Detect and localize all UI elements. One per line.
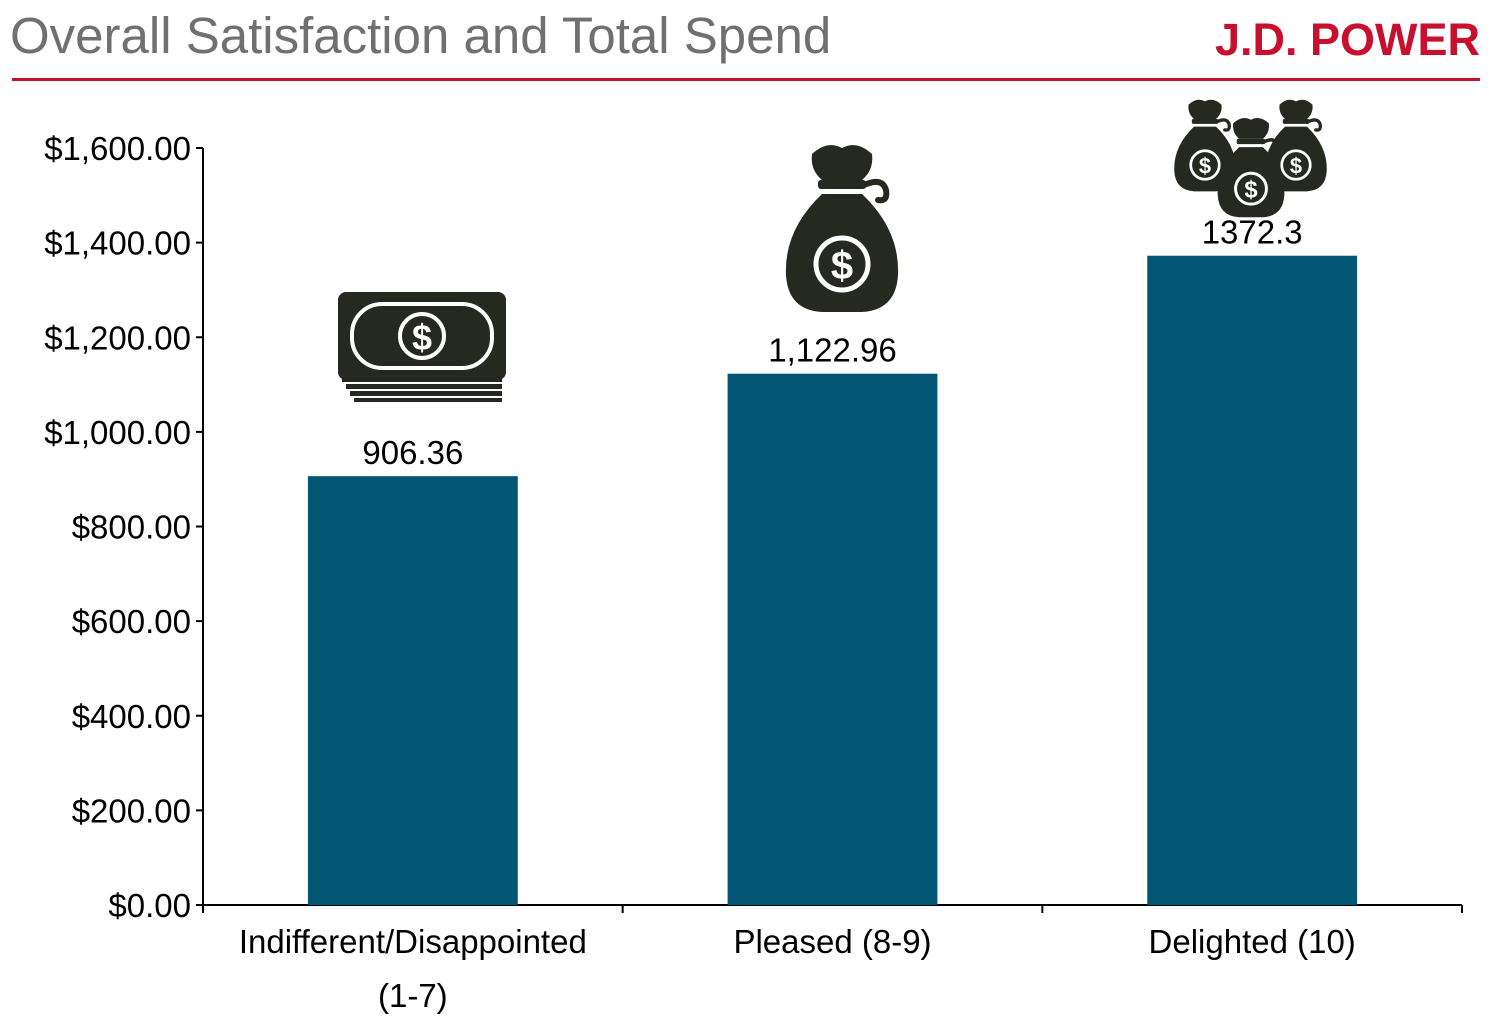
- bar: [727, 373, 938, 905]
- y-tick-label: $200.00: [72, 792, 191, 829]
- x-tick-label: Indifferent/Disappointed: [239, 923, 587, 960]
- title-divider: [12, 78, 1480, 81]
- y-tick-label: $800.00: [72, 509, 191, 546]
- x-tick-label: (1-7): [378, 977, 448, 1014]
- svg-text:$: $: [412, 317, 432, 358]
- y-tick-label: $1,600.00: [44, 130, 191, 167]
- bar: [1147, 255, 1358, 905]
- y-tick-label: $1,000.00: [44, 414, 191, 451]
- brand-logo: J.D. POWER: [1214, 14, 1480, 65]
- y-tick-label: $1,400.00: [44, 225, 191, 262]
- data-label: 906.36: [362, 434, 463, 471]
- money-bag-icon: [786, 145, 898, 312]
- data-label: 1,122.96: [768, 332, 896, 369]
- y-tick-label: $1,200.00: [44, 319, 191, 356]
- money-bags-icon: [1172, 98, 1329, 219]
- bar: [307, 476, 518, 905]
- x-tick-label: Pleased (8-9): [733, 923, 931, 960]
- y-tick-label: $600.00: [72, 603, 191, 640]
- page-title: Overall Satisfaction and Total Spend: [10, 7, 832, 64]
- cash-stack-icon: $: [338, 292, 506, 402]
- data-label: 1372.3: [1202, 214, 1303, 251]
- y-tick-label: $400.00: [72, 698, 191, 735]
- y-tick-label: $0.00: [108, 887, 191, 924]
- x-tick-label: Delighted (10): [1149, 923, 1356, 960]
